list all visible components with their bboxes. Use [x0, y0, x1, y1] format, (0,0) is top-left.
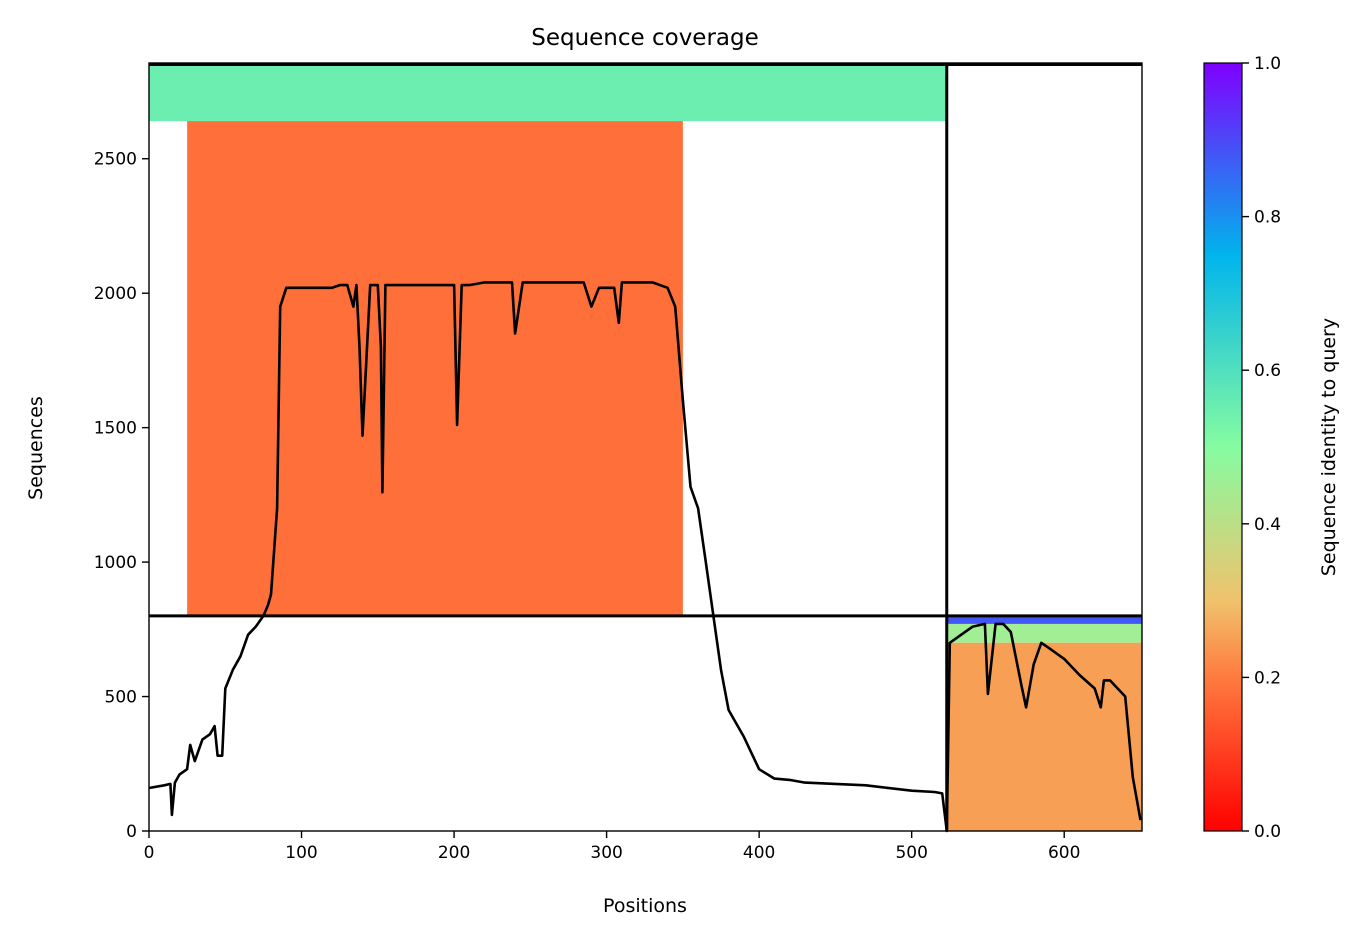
y-axis: 0 500 1000 1500 2000 2500	[94, 150, 149, 842]
y-tick-label: 1000	[94, 553, 137, 573]
y-tick-label: 2000	[94, 284, 137, 304]
x-tick-label: 500	[895, 843, 927, 863]
coverage-band	[946, 615, 1142, 624]
colorbar-ticks: 0.0 0.2 0.4 0.6 0.8 1.0	[1242, 54, 1281, 842]
y-tick-label: 1500	[94, 419, 137, 439]
y-axis-label: Sequences	[25, 396, 47, 500]
coverage-band	[946, 642, 1142, 831]
colorbar-tick-label: 1.0	[1254, 54, 1281, 74]
x-tick-label: 200	[438, 843, 470, 863]
x-axis: 0 100 200 300 400 500 600	[144, 831, 1080, 863]
x-tick-label: 400	[743, 843, 775, 863]
x-tick-label: 100	[285, 843, 317, 863]
y-tick-label: 2500	[94, 150, 137, 170]
colorbar-tick-label: 0.2	[1254, 668, 1281, 688]
y-tick-label: 500	[105, 688, 137, 708]
colorbar-tick-label: 0.8	[1254, 208, 1281, 228]
chain-dividers	[149, 63, 1142, 831]
colorbar-label: Sequence identity to query	[1318, 318, 1340, 576]
coverage-heatmap	[149, 63, 1142, 831]
x-tick-label: 300	[590, 843, 622, 863]
y-tick-label: 0	[126, 822, 137, 842]
coverage-band	[149, 63, 947, 122]
chart-title: Sequence coverage	[531, 25, 759, 51]
colorbar-gradient	[1203, 62, 1243, 832]
x-tick-label: 600	[1048, 843, 1080, 863]
coverage-line	[148, 281, 1142, 833]
plot-frame	[148, 62, 1143, 832]
colorbar-tick-label: 0.4	[1254, 515, 1281, 535]
x-axis-label: Positions	[603, 895, 687, 917]
coverage-band	[187, 121, 683, 616]
x-tick-label: 0	[144, 843, 155, 863]
colorbar-tick-label: 0.0	[1254, 822, 1281, 842]
colorbar-tick-label: 0.6	[1254, 361, 1281, 381]
colorbar: 0.0 0.2 0.4 0.6 0.8 1.0 Sequence identity to …	[1203, 54, 1340, 842]
